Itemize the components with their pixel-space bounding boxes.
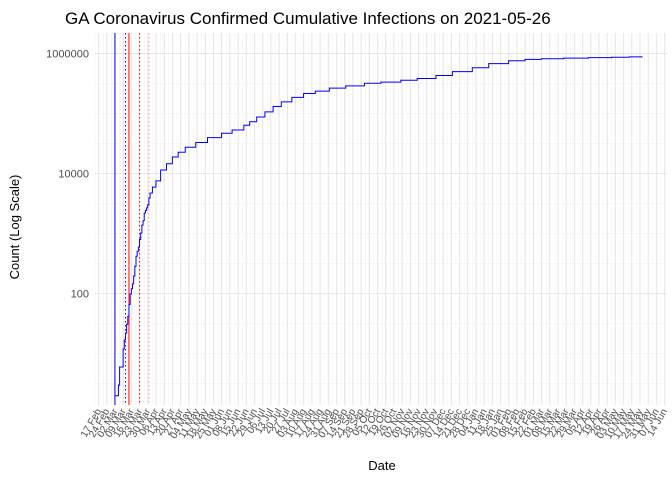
data-point [314, 90, 316, 92]
data-point [435, 75, 437, 76]
data-point [147, 204, 149, 206]
data-point [137, 246, 139, 248]
data-point [380, 81, 382, 83]
data-point [587, 57, 589, 59]
data-point [135, 255, 137, 257]
data-point [142, 220, 144, 222]
data-point [256, 116, 258, 118]
data-point [231, 129, 233, 131]
data-point [508, 60, 510, 62]
data-point [136, 250, 138, 252]
series-line [114, 56, 643, 397]
data-point [132, 283, 133, 285]
data-point [280, 101, 282, 103]
data-point [122, 348, 124, 350]
y-axis-ticks: 100 10000 1000000 [46, 49, 89, 301]
data-point [345, 85, 347, 87]
data-point [120, 366, 122, 368]
y-tick-label: 100 [71, 289, 89, 301]
data-point [126, 323, 128, 325]
data-point [128, 304, 130, 305]
data-point [118, 384, 119, 386]
data-point [207, 137, 208, 139]
data-point [488, 63, 490, 65]
data-point [166, 163, 167, 165]
data-point [177, 151, 179, 153]
data-point [364, 82, 365, 84]
data-point [119, 366, 121, 368]
data-point [291, 96, 293, 98]
grid [94, 33, 668, 405]
data-point [221, 132, 222, 134]
data-point [123, 339, 125, 341]
data-point [641, 56, 643, 58]
data-point [133, 275, 135, 277]
y-tick-label: 10000 [58, 169, 89, 181]
data-point [264, 111, 266, 113]
data-point [451, 71, 453, 73]
data-point [125, 332, 126, 334]
data-point [114, 395, 116, 397]
data-point [416, 78, 418, 79]
data-point [243, 124, 245, 126]
data-point [140, 232, 142, 234]
reference-lines [114, 33, 150, 405]
data-point [272, 106, 274, 107]
data-point [303, 93, 304, 94]
data-point [195, 142, 197, 143]
y-tick-label: 1000000 [46, 49, 89, 61]
y-axis-title: Count (Log Scale) [7, 175, 22, 280]
data-point [563, 57, 565, 59]
data-point [139, 239, 140, 240]
data-point [146, 207, 147, 209]
data-point [184, 146, 186, 148]
data-point [141, 224, 143, 226]
data-point [328, 87, 330, 89]
data-point [121, 366, 123, 368]
data-point [149, 192, 151, 194]
series-layer [114, 56, 643, 397]
data-point [116, 395, 118, 397]
data-point [130, 288, 132, 290]
data-point [400, 79, 402, 81]
data-point [171, 156, 173, 158]
data-point [160, 169, 162, 171]
data-point [134, 265, 136, 267]
data-point [143, 212, 145, 214]
data-point [152, 186, 153, 188]
data-point [541, 58, 542, 60]
data-point [611, 56, 613, 58]
data-point [155, 180, 157, 182]
data-point [148, 197, 150, 199]
x-axis-title: Date [368, 458, 395, 473]
data-point [524, 58, 526, 60]
data-point [471, 67, 473, 69]
data-point [628, 56, 630, 58]
chart-title: GA Coronavirus Confirmed Cumulative Infe… [65, 9, 551, 28]
data-point [144, 209, 146, 211]
data-point [249, 121, 251, 123]
data-point [127, 315, 129, 317]
data-point [129, 293, 131, 295]
